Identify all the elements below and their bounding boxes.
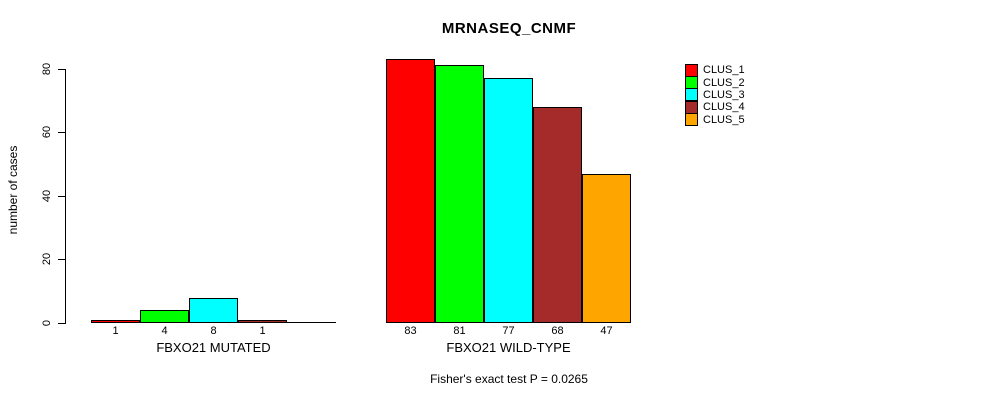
bar-value-label: 77 — [502, 325, 515, 337]
y-axis-line — [65, 68, 66, 324]
legend-item: CLUS_4 — [685, 100, 745, 114]
bar-clus_4 — [533, 106, 582, 323]
bar-clus_1 — [386, 59, 435, 323]
bar-value-label: 81 — [453, 325, 466, 337]
bar-value-label: 1 — [112, 325, 119, 337]
bar-value-label: 8 — [210, 325, 217, 337]
legend-label: CLUS_2 — [703, 76, 745, 89]
y-axis-tick — [58, 68, 65, 70]
bar-value-label: 68 — [551, 325, 564, 337]
legend-item: CLUS_5 — [685, 113, 745, 127]
legend-item: CLUS_3 — [685, 88, 745, 102]
bar-clus_5 — [582, 173, 631, 323]
category-label: FBXO21 WILD-TYPE — [446, 340, 571, 355]
y-axis-tick-label: 40 — [41, 189, 53, 202]
bar-clus_2 — [435, 65, 484, 323]
bar-value-label: 83 — [404, 325, 417, 337]
bar-clus_5-zero — [287, 322, 336, 323]
legend-label: CLUS_1 — [703, 64, 745, 77]
legend-swatch-icon — [685, 88, 698, 102]
bar-clus_1 — [91, 319, 140, 323]
legend-swatch-icon — [685, 76, 698, 90]
bar-value-label: 47 — [600, 325, 613, 337]
y-axis-tick — [58, 132, 65, 134]
bar-clus_3 — [189, 297, 238, 323]
y-axis-tick — [58, 323, 65, 324]
legend-label: CLUS_3 — [703, 88, 745, 101]
category-label: FBXO21 MUTATED — [156, 340, 271, 355]
fisher-test-annotation: Fisher's exact test P = 0.0265 — [430, 372, 588, 386]
legend-swatch-icon — [685, 63, 698, 77]
y-axis-tick-label: 0 — [41, 319, 53, 327]
y-axis-tick-label: 60 — [41, 126, 53, 139]
legend-item: CLUS_1 — [685, 63, 745, 77]
chart-title: MRNASEQ_CNMF — [441, 20, 577, 37]
y-axis-tick-label: 80 — [41, 62, 53, 75]
bar-clus_4 — [238, 319, 287, 323]
legend: CLUS_1 CLUS_2 CLUS_3 CLUS_4 CLUS_5 — [685, 63, 745, 127]
legend-swatch-icon — [685, 100, 698, 114]
y-axis-tick — [58, 195, 65, 197]
y-axis-tick-label: 20 — [41, 253, 53, 266]
legend-label: CLUS_5 — [703, 113, 745, 126]
legend-item: CLUS_2 — [685, 76, 745, 90]
y-axis-tick — [58, 259, 65, 261]
bar-clus_3 — [484, 78, 533, 323]
bar-value-label: 1 — [259, 325, 266, 337]
bar-value-label: 4 — [161, 325, 168, 337]
bar-clus_2 — [140, 310, 189, 323]
legend-label: CLUS_4 — [703, 101, 745, 114]
legend-swatch-icon — [685, 113, 698, 127]
